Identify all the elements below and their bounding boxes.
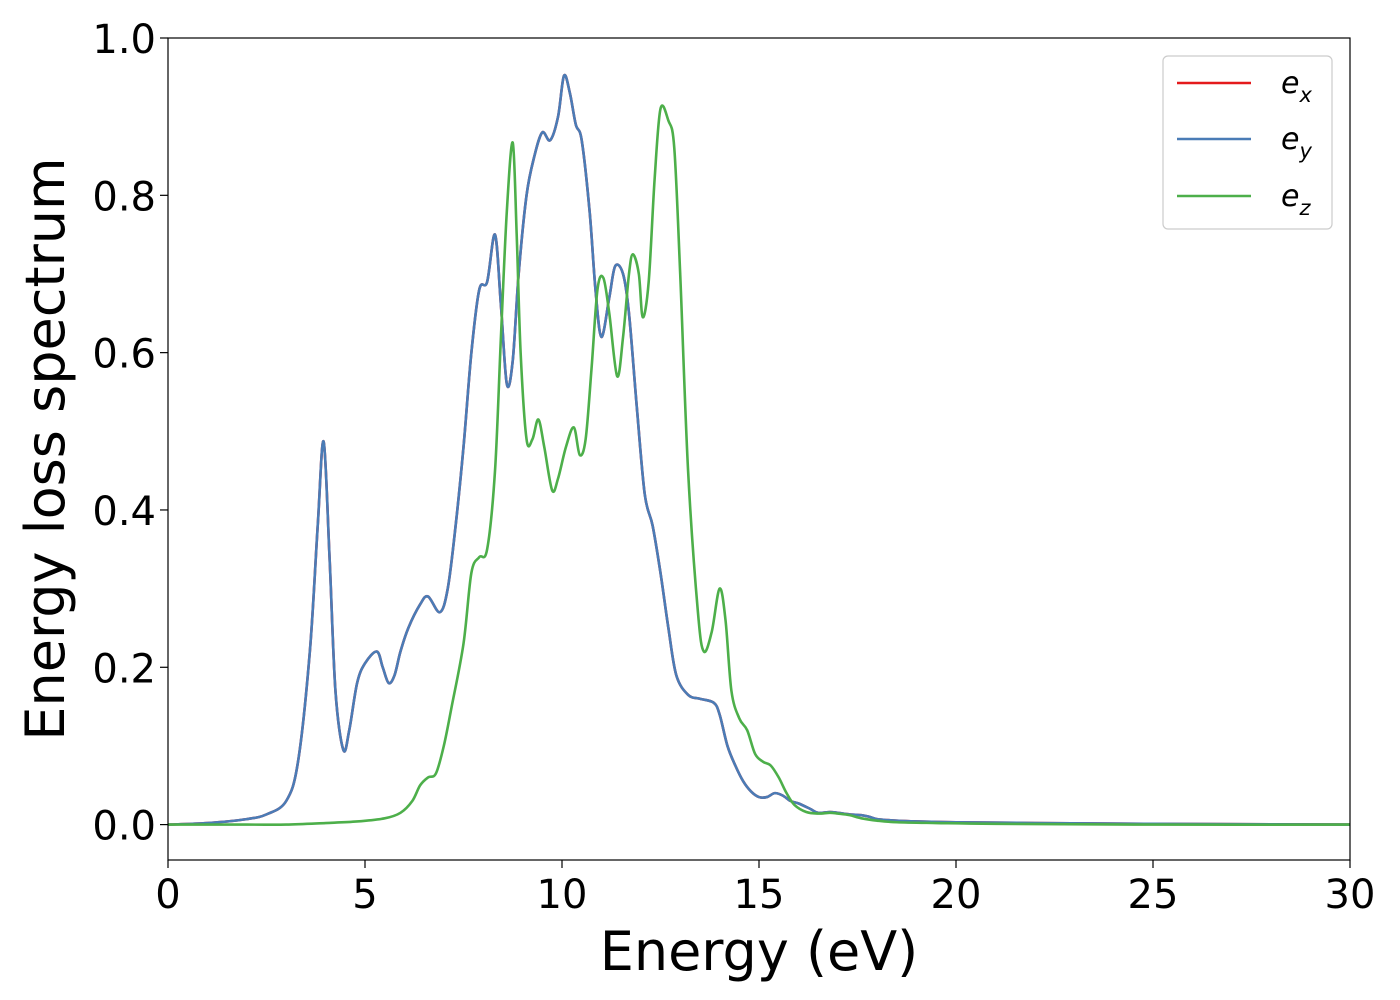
y-tick-label: 0.0	[92, 804, 156, 850]
x-tick-label: 20	[931, 872, 982, 918]
x-tick-label: 10	[537, 872, 588, 918]
series-layer	[167, 73, 1351, 827]
y-tick-label: 1.0	[92, 17, 156, 63]
x-tick-label: 15	[734, 872, 785, 918]
y-tick-label: 0.8	[92, 174, 156, 220]
x-tick-label: 25	[1128, 872, 1179, 918]
x-tick-label: 5	[352, 872, 377, 918]
legend-frame	[1162, 55, 1333, 230]
y-tick-label: 0.6	[92, 332, 156, 378]
x-axis-ticks: 0 5 10 15 20 25 30	[155, 860, 1375, 918]
x-tick-label: 30	[1325, 872, 1376, 918]
y-axis-ticks: 0.0 0.2 0.4 0.6 0.8 1.0	[92, 17, 168, 850]
y-axis-label: Energy loss spectrum	[14, 157, 77, 740]
y-tick-label: 0.4	[92, 489, 156, 535]
y-tick-label: 0.2	[92, 646, 156, 692]
series-line-e-z	[167, 104, 1351, 827]
x-tick-label: 0	[155, 872, 180, 918]
series-line-e-y	[167, 73, 1351, 826]
x-axis-label: Energy (eV)	[600, 920, 919, 983]
